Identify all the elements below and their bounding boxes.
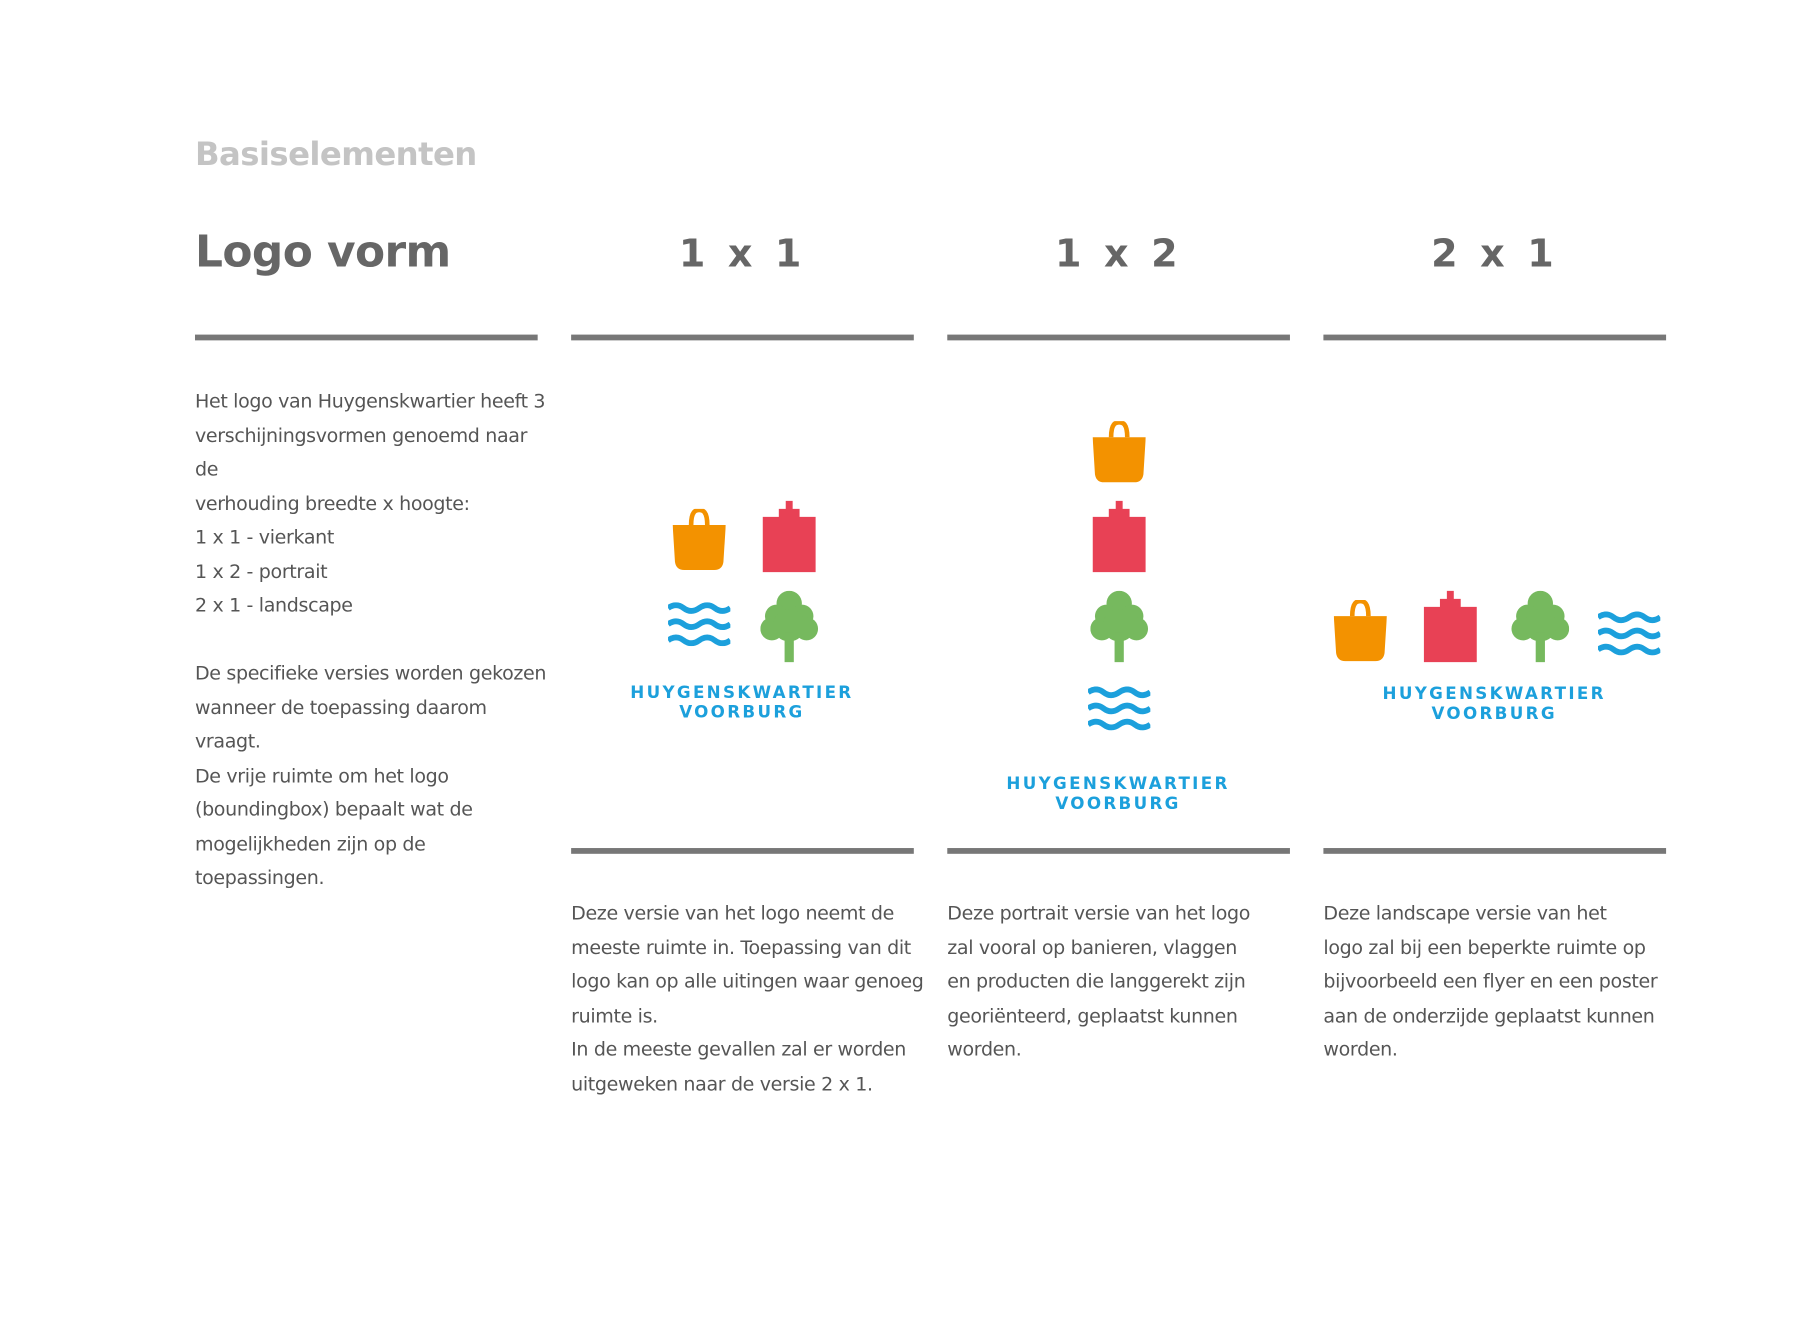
divider <box>1323 848 1667 854</box>
intro-line: verschijningsvormen genoemd naar de <box>194 424 528 480</box>
intro-line: 1 x 2 - portrait <box>194 560 328 583</box>
description-line: logo kan op alle uitingen waar genoeg <box>571 970 924 993</box>
building-icon <box>1093 501 1146 573</box>
divider <box>1323 334 1667 341</box>
shopping-bag-icon <box>1334 600 1387 662</box>
tree-icon <box>1511 591 1569 663</box>
divider <box>947 334 1290 341</box>
description-line: Deze versie van het logo neemt de <box>571 902 895 925</box>
description-line: georiënteerd, geplaatst kunnen <box>947 1004 1238 1027</box>
logo-wordmark: HUYGENSKWARTIER VOORBURG <box>1344 685 1644 724</box>
logo-line2: VOORBURG <box>1055 794 1181 814</box>
intro-line: mogelijkheden zijn op de toepassingen. <box>194 832 426 889</box>
description-line: ruimte is. <box>571 1004 658 1027</box>
page-title: Logo vorm <box>194 226 451 277</box>
description-line: worden. <box>1323 1038 1398 1061</box>
column-heading-1x1: 1 x 1 <box>678 230 807 276</box>
logo-line2: VOORBURG <box>1431 704 1557 724</box>
intro-text: Het logo van Huygenskwartier heeft 3 ver… <box>195 384 553 895</box>
logo-line1: HUYGENSKWARTIER <box>630 684 854 703</box>
intro-line: 2 x 1 - landscape <box>194 594 353 617</box>
description-line: In de meeste gevallen zal er worden <box>571 1038 907 1061</box>
logo-line1: HUYGENSKWARTIER <box>1006 775 1230 794</box>
shopping-bag-icon <box>1093 421 1146 483</box>
description-1x1: Deze versie van het logo neemt de meeste… <box>571 897 929 1101</box>
intro-line: (boundingbox) bepaalt wat de <box>194 798 473 821</box>
section-label: Basiselementen <box>194 134 477 174</box>
divider <box>947 848 1290 854</box>
shopping-bag-icon <box>673 509 726 571</box>
logo-wordmark: HUYGENSKWARTIER VOORBURG <box>968 775 1268 814</box>
waves-icon <box>668 602 730 646</box>
divider <box>571 848 914 854</box>
description-line: logo zal bij een beperkte ruimte op <box>1323 936 1646 959</box>
waves-icon <box>1088 687 1150 731</box>
description-line: bijvoorbeeld een flyer en een poster <box>1323 970 1658 993</box>
description-1x2: Deze portrait versie van het logo zal vo… <box>947 897 1305 1067</box>
intro-line: De vrije ruimte om het logo <box>194 764 449 787</box>
description-line: zal vooral op banieren, vlaggen <box>947 936 1237 959</box>
description-line: uitgeweken naar de versie 2 x 1. <box>571 1072 873 1095</box>
intro-line: wanneer de toepassing daarom vraagt. <box>194 696 487 753</box>
logo-wordmark: HUYGENSKWARTIER VOORBURG <box>592 684 892 723</box>
description-line: worden. <box>947 1038 1022 1061</box>
description-line: Deze landscape versie van het <box>1323 902 1607 925</box>
divider <box>571 334 914 341</box>
logo-line2: VOORBURG <box>679 703 805 723</box>
description-2x1: Deze landscape versie van het logo zal b… <box>1323 897 1681 1067</box>
intro-line: 1 x 1 - vierkant <box>194 526 335 549</box>
building-icon <box>763 501 816 573</box>
description-line: aan de onderzijde geplaatst kunnen <box>1323 1004 1655 1027</box>
waves-icon <box>1598 612 1660 656</box>
description-line: Deze portrait versie van het logo <box>947 902 1251 925</box>
intro-line: De specifieke versies worden gekozen <box>194 662 547 685</box>
description-line: en producten die langgerekt zijn <box>947 970 1246 993</box>
intro-line: Het logo van Huygenskwartier heeft 3 <box>194 389 546 412</box>
description-line: meeste ruimte in. Toepassing van dit <box>571 936 911 959</box>
column-heading-1x2: 1 x 2 <box>1055 230 1183 276</box>
intro-line: verhouding breedte x hoogte: <box>194 492 470 515</box>
column-heading-2x1: 2 x 1 <box>1431 230 1559 276</box>
divider <box>194 334 538 341</box>
logo-line1: HUYGENSKWARTIER <box>1382 685 1606 704</box>
tree-icon <box>760 591 818 663</box>
building-icon <box>1424 591 1477 663</box>
tree-icon <box>1090 591 1148 663</box>
